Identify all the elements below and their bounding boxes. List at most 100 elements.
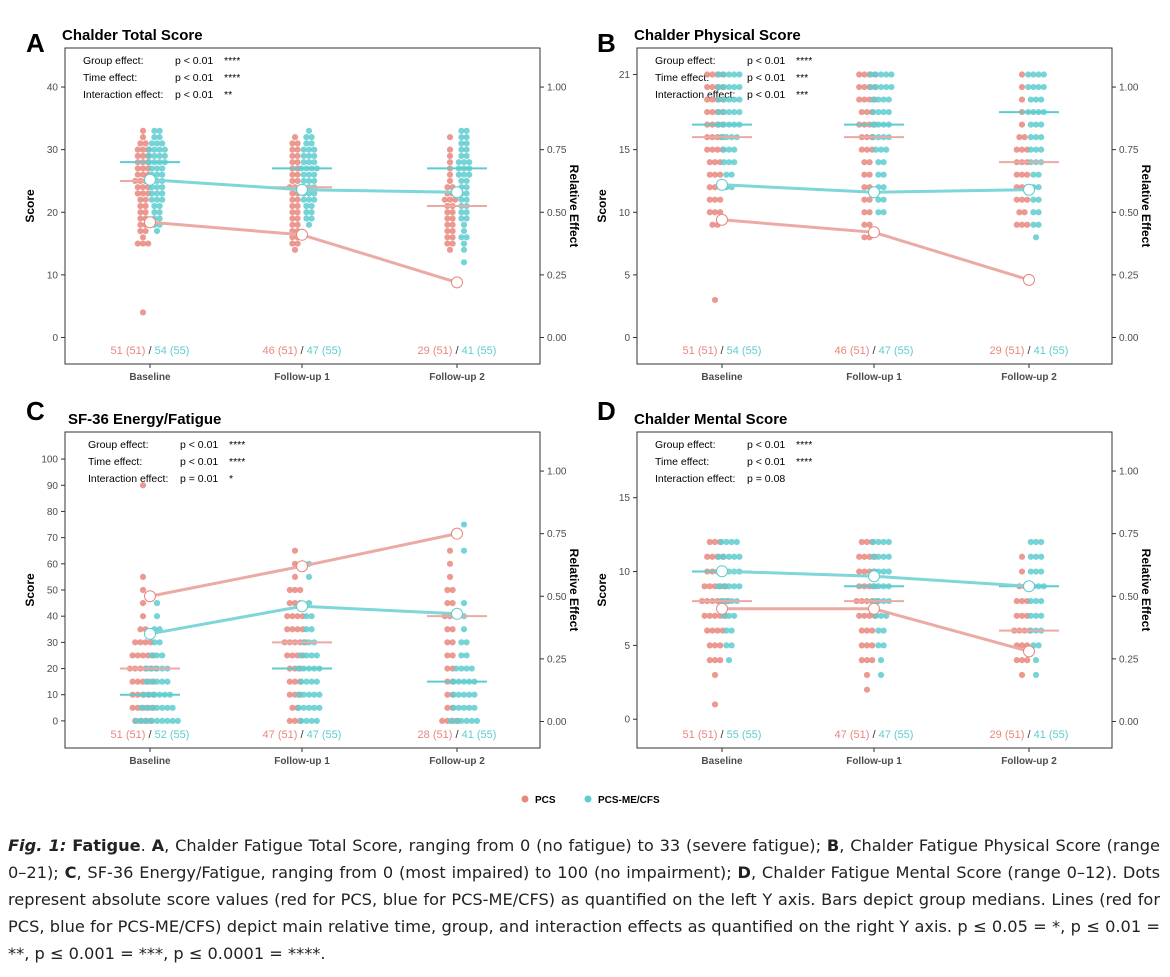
y2-axis-label: Relative Effect: [567, 549, 581, 632]
data-point-me: [885, 538, 892, 546]
panel-letter: C: [26, 396, 45, 426]
data-point-me: [1035, 209, 1042, 216]
data-point-pcs: [711, 196, 719, 203]
data-point-pcs: [706, 171, 713, 178]
sample-count-separator: /: [869, 729, 878, 741]
data-point-me: [156, 209, 163, 216]
data-point-pcs: [446, 560, 454, 567]
data-point-pcs: [866, 196, 873, 203]
data-point-me: [1032, 121, 1040, 128]
relative-effect-point-me: [451, 607, 463, 620]
panel-title: Chalder Mental Score: [634, 411, 787, 428]
data-point-me: [460, 599, 468, 607]
data-point-pcs: [134, 240, 141, 247]
data-point-me: [458, 215, 465, 222]
data-point-pcs: [446, 547, 454, 554]
data-point-me: [458, 717, 465, 725]
data-point-pcs: [129, 704, 136, 711]
data-point-me: [455, 171, 462, 178]
data-point-pcs: [291, 134, 299, 141]
data-point-me: [731, 108, 738, 116]
data-point-me: [164, 704, 171, 711]
data-point-me: [877, 146, 885, 153]
relative-effect-point-pcs: [716, 213, 728, 226]
data-point-me: [303, 613, 310, 620]
data-point-me: [888, 83, 895, 91]
sample-count-pcs: 46 (51): [835, 345, 870, 357]
data-point-me: [308, 678, 315, 685]
data-point-me: [303, 626, 310, 633]
data-point-pcs: [704, 108, 711, 116]
data-point-pcs: [706, 583, 713, 590]
data-point-pcs: [446, 159, 454, 166]
data-point-me: [460, 691, 468, 698]
data-point-me: [875, 108, 882, 116]
data-point-me: [1030, 221, 1037, 228]
data-point-me: [736, 583, 743, 590]
data-point-me: [151, 134, 158, 141]
data-point-pcs: [446, 152, 454, 160]
relative-effect-point-me: [716, 178, 728, 191]
data-point-me: [164, 678, 171, 685]
data-point-pcs: [294, 202, 301, 210]
data-point-pcs: [284, 652, 291, 659]
data-point-me: [308, 626, 315, 633]
data-point-me: [725, 159, 733, 166]
sample-count: 46 (51) / 47 (55): [263, 345, 342, 357]
data-point-me: [460, 246, 468, 253]
data-point-pcs: [291, 717, 299, 725]
data-point-me: [718, 538, 725, 546]
data-point-pcs: [444, 215, 451, 222]
stat-label: Time effect:: [655, 72, 709, 84]
data-point-pcs: [861, 234, 868, 241]
data-point-me: [720, 553, 727, 560]
sample-count-me: 47 (55): [879, 345, 914, 357]
data-point-pcs: [706, 538, 713, 546]
stat-p-value: p = 0.01: [180, 473, 218, 485]
data-point-pcs: [446, 146, 454, 153]
stat-stars: ***: [796, 72, 808, 84]
data-point-pcs: [1024, 221, 1031, 228]
data-point-pcs: [444, 704, 451, 711]
relative-effect-point-me: [296, 183, 308, 196]
data-point-me: [725, 108, 733, 116]
data-point-me: [1035, 171, 1042, 178]
stat-label: Interaction effect:: [83, 89, 163, 101]
data-point-me: [723, 627, 730, 634]
data-point-pcs: [1018, 671, 1026, 679]
y-tick-label: 70: [47, 533, 59, 544]
data-point-me: [870, 553, 877, 560]
data-point-me: [460, 159, 468, 166]
data-point-me: [159, 717, 166, 725]
data-point-me: [877, 657, 885, 664]
data-point-me: [715, 553, 722, 560]
x-tick-label: Follow-up 2: [1001, 756, 1057, 767]
sample-count-pcs: 29 (51): [990, 729, 1025, 741]
data-point-me: [1032, 568, 1040, 575]
data-point-pcs: [289, 177, 296, 185]
y2-tick-label: 1.00: [547, 467, 567, 478]
stat-p-value: p < 0.01: [180, 456, 218, 468]
data-point-me: [885, 96, 892, 103]
data-point-pcs: [444, 234, 451, 241]
caption-part: .: [140, 836, 152, 855]
stat-p-value: p < 0.01: [747, 89, 785, 101]
data-point-me: [311, 196, 318, 203]
data-point-pcs: [449, 626, 456, 633]
data-point-me: [736, 553, 743, 560]
data-point-pcs: [709, 83, 716, 91]
stat-p-value: p < 0.01: [180, 439, 218, 451]
y-tick-label: 15: [619, 145, 631, 156]
stat-stars: ****: [229, 456, 245, 468]
relative-effect-point-pcs: [144, 590, 156, 603]
data-point-me: [308, 202, 315, 210]
data-point-pcs: [858, 657, 865, 664]
data-point-me: [883, 71, 890, 78]
relative-effect-point-pcs: [716, 602, 728, 615]
data-point-me: [460, 704, 468, 711]
figure: A Chalder Total Score 0 10 20 30 40 0.00 0.25 0.5…: [23, 27, 1153, 806]
data-point-pcs: [291, 678, 299, 685]
data-point-me: [300, 196, 307, 203]
sample-count-separator: /: [145, 345, 154, 357]
y-tick-label: 5: [624, 641, 630, 652]
